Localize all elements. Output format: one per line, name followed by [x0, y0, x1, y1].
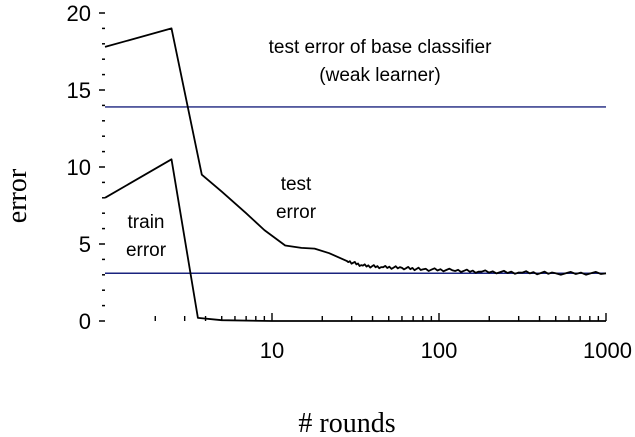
y-axis-minor-ticks: [99, 12, 105, 322]
y-tick-label: 15: [67, 78, 91, 103]
y-tick-label: 10: [67, 155, 91, 180]
x-tick-labels: 10 100 1000: [260, 338, 632, 363]
y-tick-label: 5: [79, 232, 91, 257]
base-classifier-label-line1: test error of base classifier: [269, 37, 492, 58]
x-tick-label: 1000: [583, 338, 632, 363]
x-tick-label: 10: [260, 338, 284, 363]
series-line-test: [104, 27, 607, 276]
train-error-label-line1: train: [128, 212, 165, 233]
series-line-train: [104, 158, 606, 322]
test-error-label-line2: error: [276, 202, 317, 223]
reference-lines: [105, 106, 606, 274]
test-error-label-line1: test: [281, 174, 312, 195]
train-error-label-line2: error: [126, 240, 167, 261]
y-tick-label: 20: [67, 1, 91, 26]
x-axis-title: # rounds: [298, 408, 395, 437]
x-axis-minor-ticks: [154, 313, 607, 321]
series-lines: [104, 27, 607, 322]
y-tick-labels: 0 5 10 15 20: [67, 1, 91, 334]
base-classifier-label-line2: (weak learner): [319, 65, 440, 86]
x-tick-label: 100: [421, 338, 458, 363]
y-axis-title: error: [2, 168, 33, 223]
y-tick-label: 0: [79, 309, 91, 334]
